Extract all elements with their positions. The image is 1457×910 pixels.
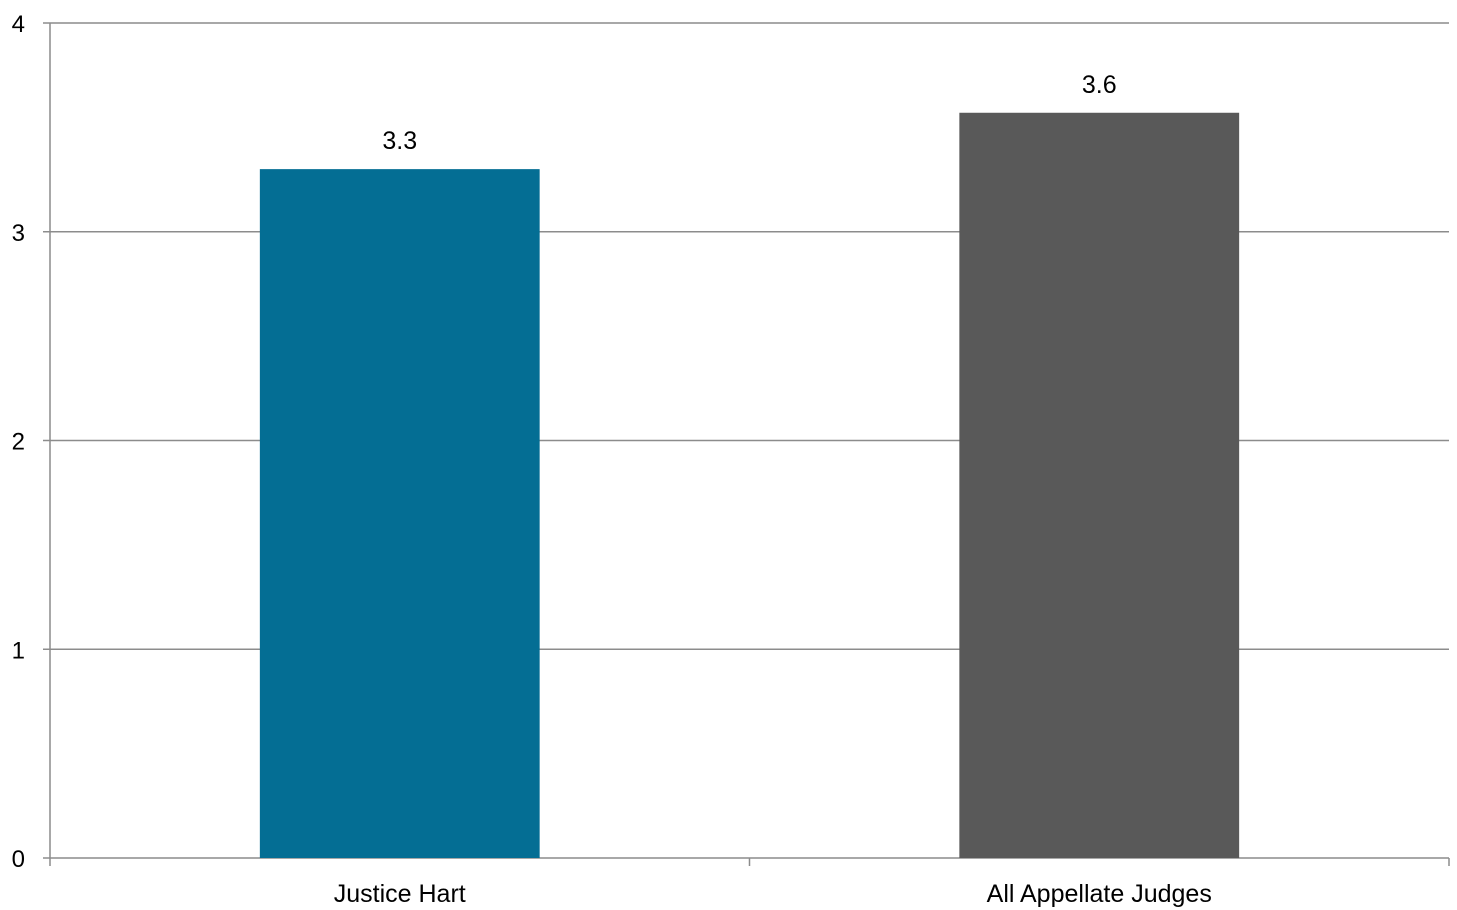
data-label-0: 3.3 xyxy=(382,127,417,155)
labels: 0 1 2 3 4 3.3 Justice Hart 3.6 All Appellate Jud… xyxy=(12,11,1212,908)
category-label-1: All Appellate Judges xyxy=(987,880,1212,908)
y-tick-label-3: 3 xyxy=(12,220,25,247)
bar-1 xyxy=(959,112,1240,858)
category-label-0: Justice Hart xyxy=(334,880,466,908)
bar-0 xyxy=(259,169,540,858)
y-tick-label-4: 4 xyxy=(12,11,25,38)
bars xyxy=(259,112,1240,858)
y-tick-label-1: 1 xyxy=(12,637,25,664)
y-tick-label-2: 2 xyxy=(12,429,25,456)
y-tick-label-0: 0 xyxy=(12,846,25,873)
data-label-1: 3.6 xyxy=(1082,71,1117,99)
